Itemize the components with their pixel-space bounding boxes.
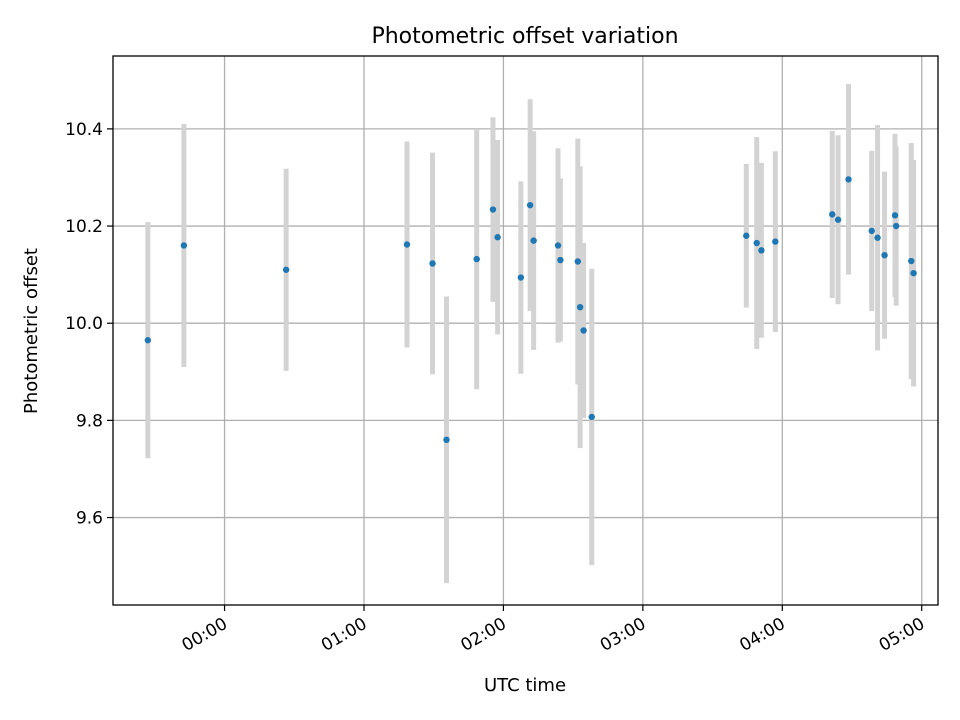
x-tick-label: 04:00 <box>736 614 788 656</box>
data-point <box>874 234 881 241</box>
data-point <box>845 176 852 183</box>
data-point <box>829 211 836 218</box>
data-point <box>530 237 537 244</box>
error-bars <box>145 84 917 584</box>
y-tick-label: 10.2 <box>65 217 103 237</box>
data-point <box>753 239 760 247</box>
data-point <box>180 242 188 249</box>
x-tick-label: 00:00 <box>179 614 231 656</box>
y-tick-label: 10.4 <box>65 120 103 140</box>
chart-title: Photometric offset variation <box>371 24 678 49</box>
data-point <box>834 216 842 223</box>
data-point <box>580 327 587 334</box>
plot-frame <box>112 55 939 606</box>
data-point <box>489 206 497 213</box>
data-point <box>574 258 581 265</box>
x-axis-label: UTC time <box>484 675 566 696</box>
data-point <box>892 222 900 230</box>
data-point <box>881 251 888 259</box>
data-point <box>868 227 875 235</box>
y-tick-label: 9.8 <box>76 411 103 431</box>
data-point <box>758 247 765 254</box>
data-point <box>473 255 480 263</box>
data-point <box>429 260 436 267</box>
y-tick-label: 9.6 <box>76 509 103 529</box>
data-point <box>282 266 290 273</box>
x-tick-label: 01:00 <box>318 614 370 656</box>
data-point <box>743 232 750 239</box>
data-point <box>494 234 501 241</box>
x-tick-label: 05:00 <box>876 614 928 656</box>
data-point <box>772 238 779 245</box>
data-point <box>557 256 564 264</box>
x-tick-label: 03:00 <box>597 614 649 656</box>
data-point <box>576 303 584 311</box>
data-points <box>144 176 917 444</box>
x-axis-ticks: 00:00 01:00 02:00 03:00 04:00 05:00 <box>179 605 928 656</box>
data-point <box>891 212 899 219</box>
data-point <box>517 274 525 281</box>
data-point <box>443 436 450 444</box>
data-point <box>910 269 917 277</box>
grid <box>113 56 938 605</box>
data-point <box>144 337 152 344</box>
data-point <box>403 241 411 248</box>
data-point <box>554 242 562 249</box>
data-point <box>908 257 915 265</box>
x-tick-label: 02:00 <box>457 614 509 656</box>
y-axis-ticks: 9.6 9.8 10.0 10.2 10.4 <box>65 120 113 529</box>
data-point <box>588 413 595 421</box>
data-point <box>526 201 534 209</box>
y-tick-label: 10.0 <box>65 314 103 334</box>
y-axis-label: Photometric offset <box>21 248 42 414</box>
